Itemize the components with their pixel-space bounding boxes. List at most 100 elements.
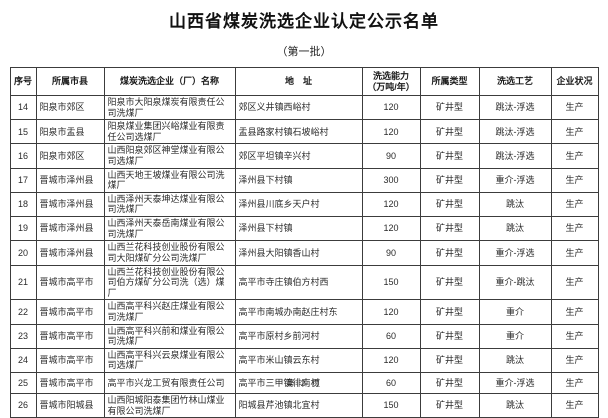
cell-seq: 14 — [9, 94, 37, 121]
cell-process: 跳汰-浮选 — [478, 143, 552, 169]
cell-address: 高平市原村乡前河村 — [234, 323, 363, 349]
table-row: 23 晋城市高平市 山西高平科兴前和煤业有限公司洗煤厂 高平市原村乡前河村 60… — [9, 323, 599, 349]
cell-address: 泽州县大阳镇香山村 — [234, 240, 363, 266]
cell-type: 矿井型 — [419, 299, 480, 325]
cell-seq: 23 — [9, 323, 37, 349]
cell-address: 高平市寺庄镇伯方村西 — [234, 264, 363, 301]
cell-type: 矿井型 — [419, 143, 480, 169]
cell-capacity: 60 — [361, 323, 421, 349]
cell-name: 山西阳城阳泰集团竹林山煤业有限公司洗煤厂 — [103, 393, 236, 418]
cell-name: 山西高平科兴赵庄煤业有限公司洗煤厂 — [103, 299, 236, 325]
cell-status: 生产 — [550, 167, 599, 193]
table-row: 26 晋城市阳城县 山西阳城阳泰集团竹林山煤业有限公司洗煤厂 阳城县芹池镇北宜村… — [9, 393, 599, 418]
cell-seq: 17 — [9, 167, 37, 193]
col-header-capacity-line1: 洗选能力 — [372, 70, 409, 81]
cell-status: 生产 — [550, 323, 599, 349]
cell-process: 跳汰-浮选 — [478, 94, 552, 121]
cell-process: 重介 — [478, 323, 552, 349]
cell-name: 山西兰花科技创业股份有限公司伯方煤矿分公司洗（选）煤厂 — [103, 264, 236, 301]
cell-name: 山西泽州天泰岳南煤业有限公司洗煤厂 — [103, 216, 236, 242]
page-number: 第 2 页 — [285, 378, 323, 388]
page-title: 山西省煤炭洗选企业认定公示名单 — [169, 12, 439, 31]
table-row: 21 晋城市高平市 山西兰花科技创业股份有限公司伯方煤矿分公司洗（选）煤厂 高平… — [9, 264, 599, 301]
col-header-address: 地 址 — [234, 67, 363, 96]
cell-process: 重介-浮选 — [478, 240, 552, 266]
cell-process: 跳汰 — [478, 216, 552, 242]
cell-status: 生产 — [550, 216, 599, 242]
table-row: 19 晋城市泽州县 山西泽州天泰岳南煤业有限公司洗煤厂 泽州县下村镇 120 矿… — [9, 216, 599, 242]
cell-process: 重介-浮选 — [478, 167, 552, 193]
cell-type: 矿井型 — [419, 216, 480, 242]
cell-seq: 22 — [9, 299, 37, 325]
cell-type: 矿井型 — [419, 323, 480, 349]
col-header-capacity-line2: （万吨/年） — [367, 81, 415, 92]
table-header: 序号 所属市县 煤炭洗选企业（厂）名称 地 址 洗选能力 （万吨/年） 所属类型… — [9, 67, 599, 96]
table-row: 18 晋城市泽州县 山西泽州天泰坤达煤业有限公司洗煤厂 泽州县川底乡天户村 12… — [9, 191, 599, 218]
cell-seq: 18 — [9, 191, 37, 218]
cell-name: 山西泽州天泰坤达煤业有限公司洗煤厂 — [103, 191, 236, 218]
cell-type: 矿井型 — [419, 393, 480, 418]
cell-address: 泽州县川底乡天户村 — [234, 191, 363, 218]
cell-capacity: 150 — [361, 393, 421, 418]
cell-process: 重介-跳汰 — [478, 264, 552, 301]
cell-seq: 21 — [9, 264, 37, 301]
col-header-process: 洗选工艺 — [478, 67, 552, 96]
cell-county: 晋城市高平市 — [35, 323, 105, 349]
cell-name: 山西兰花科技创业股份有限公司大阳煤矿分公司洗煤厂 — [103, 240, 236, 266]
col-header-seq: 序号 — [9, 67, 37, 96]
cell-county: 阳泉市郊区 — [35, 143, 105, 169]
table-row: 16 阳泉市郊区 山西阳泉郊区神堂煤业有限公司选煤厂 郊区平坦镇辛兴村 90 矿… — [9, 143, 599, 169]
cell-address: 泽州县下村镇 — [234, 167, 363, 193]
cell-status: 生产 — [550, 191, 599, 218]
cell-seq: 20 — [9, 240, 37, 266]
cell-capacity: 90 — [361, 143, 421, 169]
cell-capacity: 120 — [361, 119, 421, 145]
cell-address: 泽州县下村镇 — [234, 216, 363, 242]
cell-county: 晋城市高平市 — [35, 264, 105, 301]
cell-county: 晋城市泽州县 — [35, 191, 105, 218]
cell-address: 高平市米山镇云东村 — [234, 347, 363, 374]
cell-capacity: 120 — [361, 191, 421, 218]
cell-name: 阳泉市大阳泉煤炭有限责任公司洗煤厂 — [103, 94, 236, 121]
cell-type: 矿井型 — [419, 347, 480, 374]
cell-seq: 16 — [9, 143, 37, 169]
cell-county: 晋城市泽州县 — [35, 167, 105, 193]
cell-capacity: 120 — [361, 299, 421, 325]
cell-status: 生产 — [550, 240, 599, 266]
cell-county: 阳泉市盂县 — [35, 119, 105, 145]
col-header-status: 企业状况 — [550, 67, 599, 96]
cell-process: 跳汰 — [478, 347, 552, 374]
cell-seq: 26 — [9, 393, 37, 418]
cell-capacity: 120 — [361, 347, 421, 374]
table-row: 22 晋城市高平市 山西高平科兴赵庄煤业有限公司洗煤厂 高平市南城办南赵庄村东 … — [9, 299, 599, 325]
cell-type: 矿井型 — [419, 240, 480, 266]
cell-status: 生产 — [550, 264, 599, 301]
col-header-type: 所属类型 — [419, 67, 480, 96]
cell-address: 郊区平坦镇辛兴村 — [234, 143, 363, 169]
cell-name: 阳泉煤业集团兴峪煤业有限责任公司选煤厂 — [103, 119, 236, 145]
cell-county: 晋城市高平市 — [35, 299, 105, 325]
cell-type: 矿井型 — [419, 119, 480, 145]
cell-county: 晋城市阳城县 — [35, 393, 105, 418]
cell-address: 盂县路家村镇石坡峪村 — [234, 119, 363, 145]
table-body: 14 阳泉市郊区 阳泉市大阳泉煤炭有限责任公司洗煤厂 郊区义井镇西峪村 120 … — [9, 94, 599, 418]
cell-capacity: 300 — [361, 167, 421, 193]
cell-type: 矿井型 — [419, 191, 480, 218]
cell-seq: 19 — [9, 216, 37, 242]
header-row: 序号 所属市县 煤炭洗选企业（厂）名称 地 址 洗选能力 （万吨/年） 所属类型… — [9, 67, 599, 96]
col-header-capacity: 洗选能力 （万吨/年） — [361, 67, 421, 96]
cell-type: 矿井型 — [419, 94, 480, 121]
cell-name: 山西高平科兴前和煤业有限公司洗煤厂 — [103, 323, 236, 349]
page-subtitle: （第一批） — [276, 46, 332, 58]
cell-seq: 15 — [9, 119, 37, 145]
cell-status: 生产 — [550, 347, 599, 374]
cell-seq: 24 — [9, 347, 37, 374]
cell-status: 生产 — [550, 119, 599, 145]
cell-capacity: 90 — [361, 240, 421, 266]
cell-county: 晋城市高平市 — [35, 347, 105, 374]
cell-name: 山西阳泉郊区神堂煤业有限公司选煤厂 — [103, 143, 236, 169]
table-row: 15 阳泉市盂县 阳泉煤业集团兴峪煤业有限责任公司选煤厂 盂县路家村镇石坡峪村 … — [9, 119, 599, 145]
enterprise-table: 序号 所属市县 煤炭洗选企业（厂）名称 地 址 洗选能力 （万吨/年） 所属类型… — [9, 67, 599, 418]
table-row: 24 晋城市高平市 山西高平科兴云泉煤业有限公司选煤厂 高平市米山镇云东村 12… — [9, 347, 599, 374]
cell-status: 生产 — [550, 143, 599, 169]
